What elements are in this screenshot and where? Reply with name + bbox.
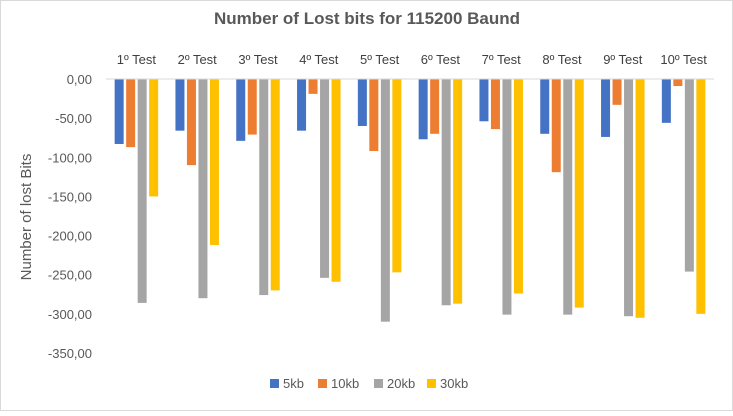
legend: 5kb 10kb 20kb 30kb (270, 376, 468, 391)
bar-30kb-7 (513, 79, 523, 294)
bar-10kb-4 (308, 79, 318, 94)
axis-layer: 0,00 -50,00 -100,00 -150,00 -200,00 -250,00 -3… (48, 52, 714, 361)
y-tick-label: -300,00 (48, 307, 92, 322)
category-label: 5º Test (360, 52, 400, 67)
y-tick-label: -50,00 (55, 111, 92, 126)
bar-10kb-6 (430, 79, 440, 134)
bar-30kb-6 (453, 79, 463, 304)
y-tick-label: -100,00 (48, 150, 92, 165)
bar-20kb-6 (441, 79, 451, 306)
bar-10kb-5 (369, 79, 379, 152)
legend-label: 30kb (440, 376, 468, 391)
bar-20kb-10 (684, 79, 694, 272)
category-label: 8º Test (542, 52, 582, 67)
bar-30kb-3 (270, 79, 280, 291)
y-tick-label: -250,00 (48, 268, 92, 283)
bar-10kb-7 (490, 79, 500, 130)
y-axis-label: Number of lost Bits (18, 154, 35, 281)
legend-label: 10kb (331, 376, 359, 391)
bar-30kb-8 (574, 79, 584, 308)
bar-5kb-7 (479, 79, 489, 122)
bar-30kb-10 (696, 79, 706, 314)
bar-20kb-4 (320, 79, 330, 278)
legend-swatch-30kb (427, 379, 436, 388)
bar-30kb-5 (392, 79, 402, 273)
bar-20kb-7 (502, 79, 512, 315)
bar-5kb-3 (236, 79, 246, 141)
bar-5kb-8 (540, 79, 550, 134)
chart-title: Number of Lost bits for 115200 Baund (214, 9, 520, 28)
bar-5kb-10 (661, 79, 671, 123)
y-tick-label: 0,00 (67, 72, 92, 87)
bar-20kb-1 (137, 79, 147, 303)
y-tick-label: -200,00 (48, 229, 92, 244)
y-tick-label: -350,00 (48, 346, 92, 361)
bar-20kb-5 (380, 79, 390, 322)
bar-10kb-3 (247, 79, 257, 135)
legend-swatch-20kb (374, 379, 383, 388)
bar-30kb-1 (149, 79, 159, 197)
category-label: 10º Test (660, 52, 707, 67)
bar-10kb-10 (673, 79, 683, 87)
category-label: 2º Test (178, 52, 218, 67)
bar-5kb-2 (175, 79, 185, 131)
bar-5kb-1 (114, 79, 124, 144)
bar-20kb-8 (563, 79, 573, 315)
legend-swatch-5kb (270, 379, 279, 388)
category-label: 9º Test (603, 52, 643, 67)
legend-swatch-10kb (318, 379, 327, 388)
bar-5kb-4 (297, 79, 307, 131)
legend-label: 20kb (387, 376, 415, 391)
bar-10kb-9 (612, 79, 622, 105)
category-label: 1º Test (117, 52, 157, 67)
legend-label: 5kb (283, 376, 304, 391)
bars-layer (114, 79, 706, 322)
bar-30kb-4 (331, 79, 341, 282)
category-label: 3º Test (238, 52, 278, 67)
bar-10kb-1 (126, 79, 136, 148)
category-label: 6º Test (421, 52, 461, 67)
bar-30kb-2 (209, 79, 219, 245)
bar-20kb-3 (259, 79, 269, 296)
bar-5kb-5 (357, 79, 367, 126)
bar-20kb-2 (198, 79, 208, 299)
category-label: 4º Test (299, 52, 339, 67)
bar-10kb-2 (186, 79, 196, 166)
y-tick-label: -150,00 (48, 189, 92, 204)
bar-5kb-6 (418, 79, 428, 140)
bar-5kb-9 (601, 79, 611, 137)
category-label: 7º Test (482, 52, 522, 67)
bar-20kb-9 (624, 79, 634, 317)
bar-30kb-9 (635, 79, 645, 318)
bar-10kb-8 (551, 79, 561, 173)
